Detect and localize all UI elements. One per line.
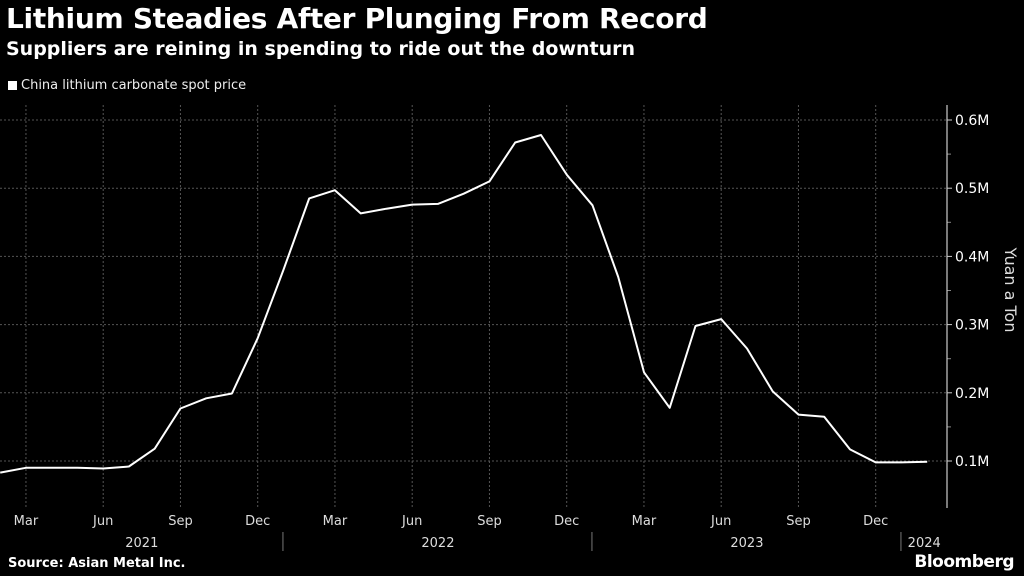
x-tick-label: Sep [477, 514, 502, 529]
y-tick-label: 0.2M [955, 386, 989, 402]
x-tick-label: Mar [14, 514, 39, 529]
x-tick-label: Mar [632, 514, 657, 529]
legend-label: China lithium carbonate spot price [21, 78, 247, 93]
y-axis-title: Yuan a Ton [1001, 247, 1020, 333]
legend: China lithium carbonate spot price [8, 78, 246, 93]
legend-swatch [8, 81, 17, 90]
x-tick-label: Jun [92, 514, 113, 529]
x-year-label: 2021 [125, 536, 158, 551]
x-tick-label: Dec [863, 514, 888, 529]
x-tick-label: Jun [401, 514, 422, 529]
x-tick-label: Jun [710, 514, 731, 529]
y-tick-label: 0.6M [955, 113, 989, 129]
x-tick-label: Dec [245, 514, 270, 529]
source-note: Source: Asian Metal Inc. [8, 556, 186, 571]
x-tick-label: Mar [323, 514, 348, 529]
x-year-label: 2024 [908, 536, 941, 551]
x-year-label: 2022 [421, 536, 454, 551]
y-tick-label: 0.5M [955, 181, 989, 197]
x-tick-label: Sep [786, 514, 811, 529]
series-line [0, 134, 928, 474]
bloomberg-logo: Bloomberg [914, 552, 1014, 572]
x-tick-label: Dec [554, 514, 579, 529]
chart-subtitle: Suppliers are reining in spending to rid… [6, 38, 636, 60]
y-tick-label: 0.4M [955, 249, 989, 265]
x-tick-label: Sep [168, 514, 193, 529]
y-tick-label: 0.3M [955, 318, 989, 334]
y-tick-label: 0.1M [955, 454, 989, 470]
chart-title: Lithium Steadies After Plunging From Rec… [6, 2, 708, 35]
x-year-label: 2023 [730, 536, 763, 551]
